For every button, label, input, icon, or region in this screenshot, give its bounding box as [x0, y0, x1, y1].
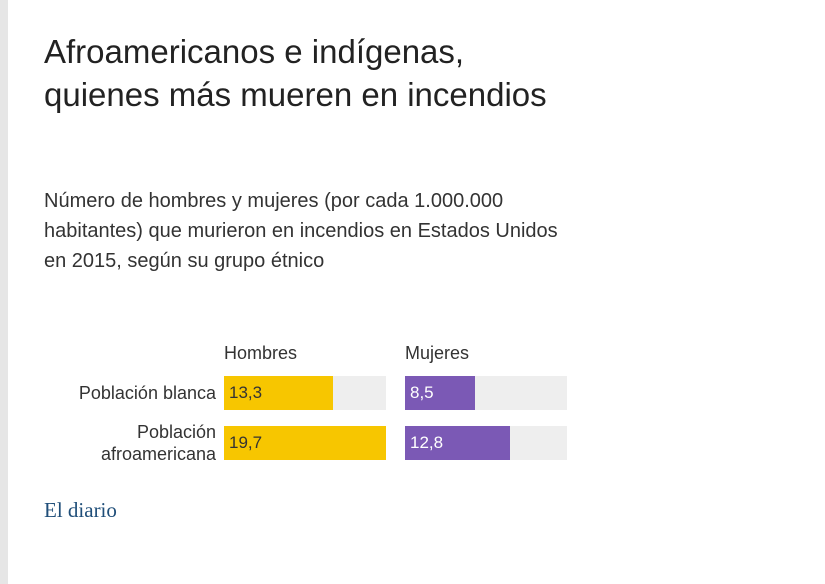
bar — [405, 376, 475, 410]
category-label: Población blanca — [78, 383, 216, 403]
category-label: Población afroamericana — [100, 422, 216, 464]
source: El diario — [44, 498, 117, 522]
side-strip — [0, 0, 8, 584]
value-label: 8,5 — [410, 383, 434, 402]
chart-title: Afroamericanos e indígenas, quienes más … — [44, 33, 547, 113]
legend-label: Hombres — [224, 343, 298, 363]
bar — [405, 426, 511, 460]
value-label: 12,8 — [410, 433, 444, 452]
legend-label: Mujeres — [405, 343, 470, 363]
value-label: 19,7 — [229, 433, 263, 452]
bar — [224, 376, 334, 410]
bar — [224, 426, 386, 460]
value-label: 13,3 — [229, 383, 263, 402]
chart-subtitle: Número de hombres y mujeres (por cada 1.… — [44, 190, 558, 272]
